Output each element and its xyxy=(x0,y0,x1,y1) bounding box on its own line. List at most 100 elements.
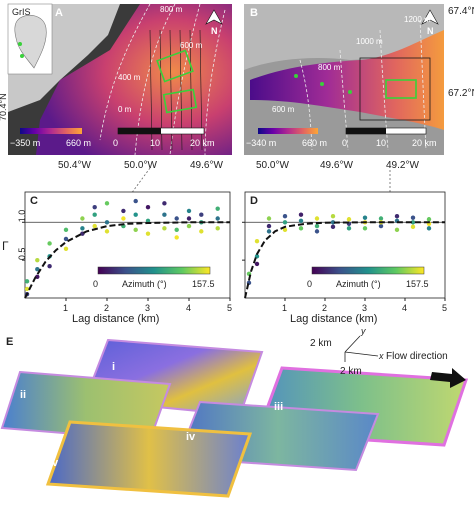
data-point xyxy=(266,223,272,229)
x-tick-label: 3 xyxy=(145,303,150,313)
panel-d-fit-line xyxy=(244,221,445,299)
panel-a-letter: A xyxy=(55,7,63,19)
panel-b-lat-tick-0: 67.4°N xyxy=(448,6,474,17)
data-point xyxy=(199,229,204,234)
panel-b-lon-tick-0: 50.0°W xyxy=(256,160,289,171)
data-point xyxy=(104,201,110,206)
panel-a-cbar-max: 660 m xyxy=(66,138,91,148)
greenland-shape xyxy=(14,15,47,69)
data-point xyxy=(378,223,384,229)
data-point xyxy=(162,201,167,206)
contour-label-b-0: 600 m xyxy=(272,105,295,114)
data-point xyxy=(24,279,30,284)
data-point xyxy=(410,224,416,230)
surface-label-ii: ii xyxy=(20,389,26,401)
panel-c-cbar-label: Azimuth (°) xyxy=(122,279,167,289)
axis-y-label: y xyxy=(360,326,366,336)
data-point xyxy=(254,239,260,244)
data-point xyxy=(314,229,320,234)
panel-b-cbar-min: −340 m xyxy=(246,138,276,148)
data-point xyxy=(145,218,151,223)
data-point xyxy=(162,212,167,217)
x-tick-label: 2 xyxy=(104,303,109,313)
panel-a-study-box-2 xyxy=(162,88,198,114)
panel-b-cbar-max: 660 m xyxy=(302,138,327,148)
contour-label-a-2: 600 m xyxy=(180,41,203,50)
panel-c-xlabel: Lag distance (km) xyxy=(72,313,159,325)
data-point xyxy=(298,212,304,217)
panel-c-ylabel: Γ xyxy=(2,239,9,253)
site-marker-2 xyxy=(20,54,24,58)
panel-a-lat-tick: 70.4°N xyxy=(0,93,8,121)
panel-a-lon-tick-1: 50.0°W xyxy=(124,160,157,171)
data-point xyxy=(282,220,288,225)
data-point xyxy=(92,212,97,217)
panel-a-cbar-min: −350 m xyxy=(10,138,40,148)
inset-label: GrIS xyxy=(12,7,31,17)
data-point xyxy=(47,264,52,269)
data-point xyxy=(394,214,400,219)
panel-a: GrIS A N 0 m 400 m 800 m 600 m −350 m 66… xyxy=(0,3,232,171)
contour-label-b-3: 1200 m xyxy=(404,15,431,24)
data-point xyxy=(133,198,138,204)
data-point xyxy=(254,254,260,259)
panel-d-cbar-min: 0 xyxy=(307,279,312,289)
data-point xyxy=(174,227,179,233)
contour-label-a-3: 800 m xyxy=(160,5,183,14)
x-tick-label: 3 xyxy=(362,303,367,313)
axis-length-x: 2 km xyxy=(340,366,362,377)
x-tick-label: 4 xyxy=(186,303,191,313)
panel-b-lon-tick-1: 49.6°W xyxy=(320,160,353,171)
data-point xyxy=(80,226,85,231)
panel-a-scale-1: 10 xyxy=(150,138,160,148)
data-point xyxy=(47,241,52,246)
contour-label-a-1: 400 m xyxy=(118,73,141,82)
greenland-inset: GrIS xyxy=(7,3,53,75)
panel-a-scale-2: 20 km xyxy=(190,138,215,148)
panel-a-lon-tick-2: 49.6°W xyxy=(190,160,223,171)
panel-b-study-box xyxy=(385,79,417,99)
panel-b-marker-1 xyxy=(294,74,298,78)
data-point xyxy=(121,208,126,214)
data-point xyxy=(346,226,352,231)
data-point xyxy=(394,227,400,233)
surface-label-iii: iii xyxy=(274,401,283,413)
data-point xyxy=(314,216,320,221)
data-point xyxy=(145,231,151,236)
axes-glyph xyxy=(344,335,379,362)
panel-c-cbar-max: 157.5 xyxy=(192,279,215,289)
data-point xyxy=(133,212,138,217)
panel-b-letter: B xyxy=(250,7,258,19)
x-tick-label: 1 xyxy=(282,303,287,313)
panel-d-ticks: 1 2 3 4 5 xyxy=(242,221,447,313)
svg-text:N: N xyxy=(427,26,434,36)
panel-b-ice-map xyxy=(250,30,444,130)
panel-b-marker-2 xyxy=(320,82,324,86)
data-point xyxy=(104,220,110,225)
axis-x-label: x xyxy=(378,351,384,361)
data-point xyxy=(266,229,272,234)
panel-c-chart: C Γ Lag distance (km) 1 2 3 4 5 0.5 1.0 0 Azim… xyxy=(2,191,232,325)
panel-d-frame xyxy=(244,191,446,299)
data-point xyxy=(346,217,352,222)
panel-d-points xyxy=(246,212,432,286)
north-arrow-icon-b: N xyxy=(421,9,439,36)
data-point xyxy=(186,216,192,221)
svg-text:N: N xyxy=(211,26,218,36)
x-tick-label: 5 xyxy=(442,303,447,313)
data-point xyxy=(186,208,192,214)
flow-direction-label: Flow direction xyxy=(386,351,448,362)
data-point xyxy=(426,217,432,222)
data-point xyxy=(199,212,204,217)
contour-label-b-1: 800 m xyxy=(318,63,341,72)
panel-b-scale-1: 10 xyxy=(376,138,386,148)
panel-c-points xyxy=(24,198,220,297)
panel-a-scale-0: 0 xyxy=(113,138,118,148)
surface-v xyxy=(45,420,253,498)
data-point xyxy=(314,223,320,229)
panel-a-lon-tick-0: 50.4°W xyxy=(58,160,91,171)
data-point xyxy=(63,246,69,251)
panel-d-letter: D xyxy=(250,195,258,207)
contour-label-a-0: 0 m xyxy=(118,105,132,114)
